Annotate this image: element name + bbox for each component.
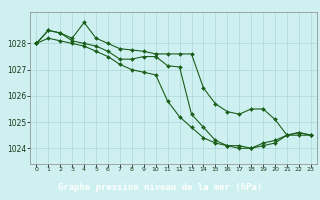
Text: Graphe pression niveau de la mer (hPa): Graphe pression niveau de la mer (hPa): [58, 182, 262, 192]
